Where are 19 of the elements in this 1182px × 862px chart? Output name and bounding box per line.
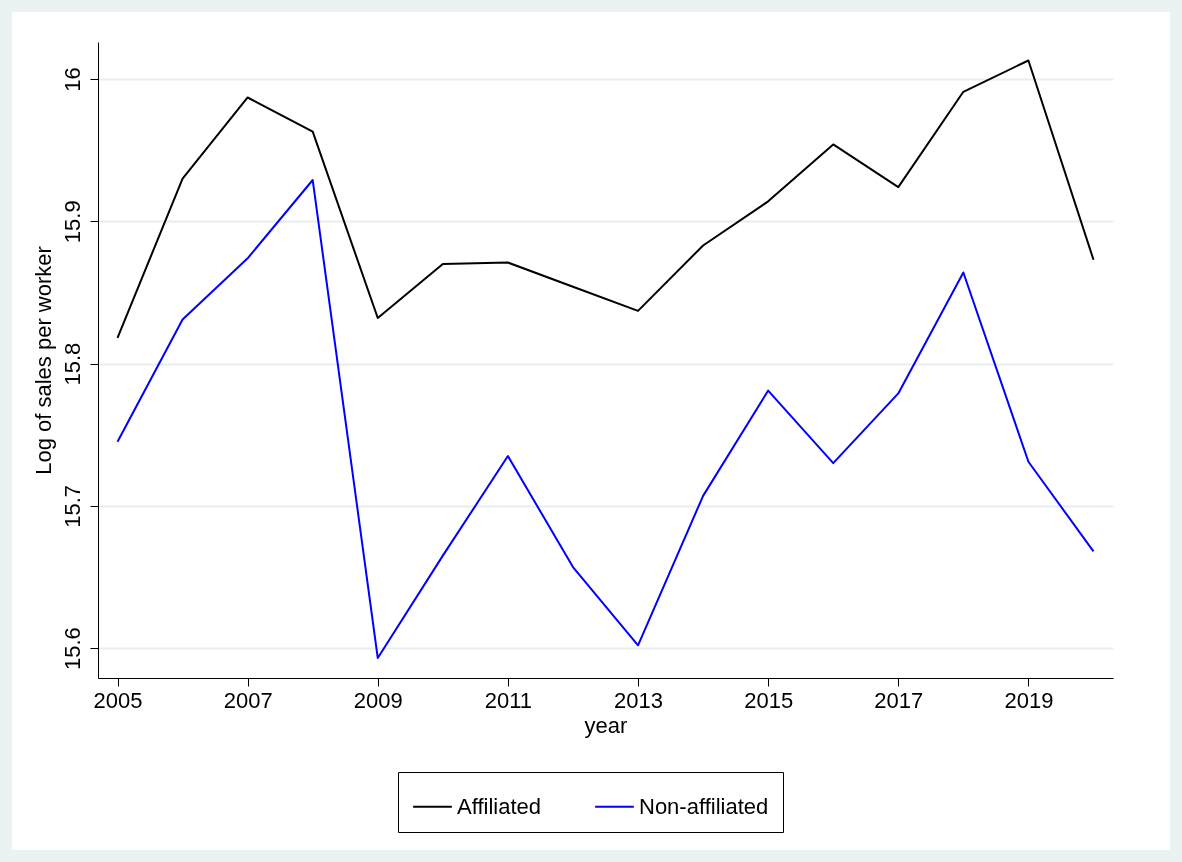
y-axis-title: Log of sales per worker [30, 246, 56, 475]
y-tick-label: 15.8 [59, 342, 85, 386]
line-series [116, 59, 1095, 339]
x-tick-label: 2013 [614, 687, 664, 713]
legend-label: Affiliated [457, 793, 541, 819]
x-tick-label: 2011 [484, 687, 533, 713]
line-series [116, 179, 1095, 660]
x-tick-label: 2017 [874, 687, 924, 713]
x-tick-label: 2015 [744, 687, 794, 713]
y-tick-label: 16 [59, 67, 85, 92]
y-tick-label: 15.6 [59, 627, 85, 671]
x-tick-label: 2005 [93, 687, 143, 713]
x-axis-title: year [584, 712, 628, 738]
y-tick-label: 15.7 [59, 484, 85, 528]
legend-label: Non-affiliated [639, 793, 769, 819]
x-tick-label: 2019 [1004, 687, 1054, 713]
x-tick-label: 2007 [223, 687, 273, 713]
y-tick-label: 15.9 [59, 200, 85, 244]
x-tick-label: 2009 [353, 687, 403, 713]
